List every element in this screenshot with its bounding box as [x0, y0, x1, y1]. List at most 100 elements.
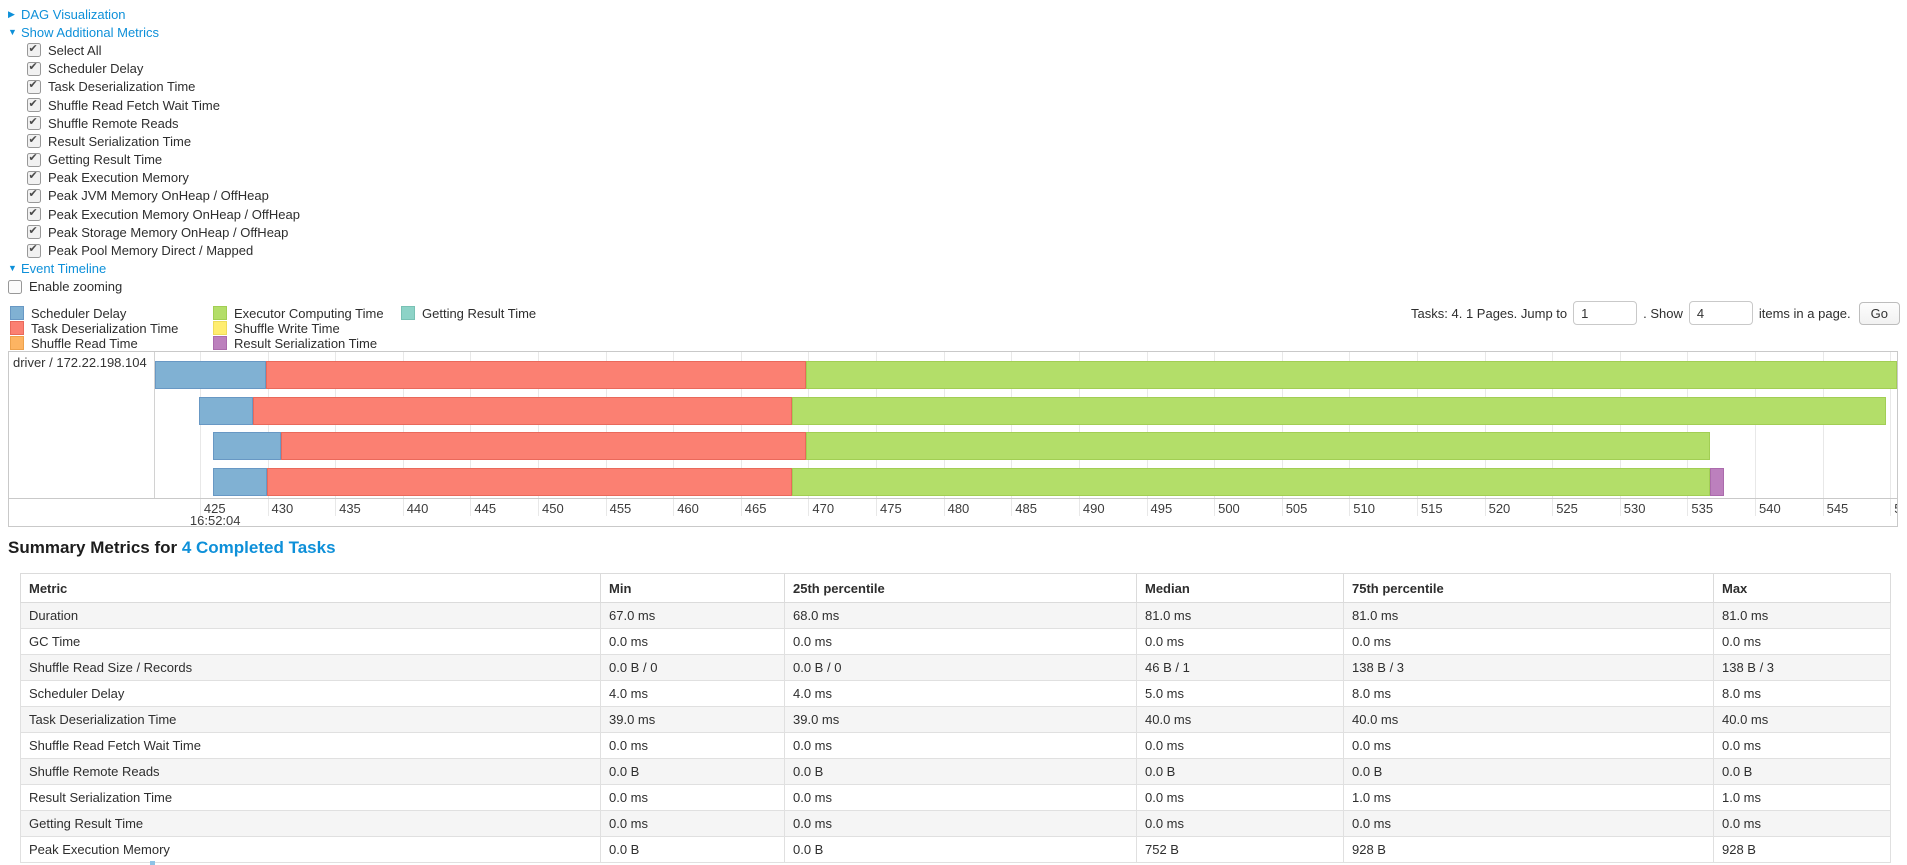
- items-in-page-text: items in a page.: [1758, 305, 1851, 321]
- completed-tasks-link[interactable]: 4 Completed Tasks: [181, 538, 336, 557]
- metric-value-cell: 752 B: [1136, 836, 1344, 863]
- axis-gridline: [1890, 352, 1892, 498]
- metric-checkbox[interactable]: [27, 151, 41, 167]
- metric-value-cell: 4.0 ms: [784, 680, 1137, 707]
- table-column-header: 25th percentile: [784, 573, 1137, 603]
- dag-visualization-toggle[interactable]: ▶ DAG Visualization: [8, 5, 300, 23]
- metric-value-cell: 0.0 ms: [600, 784, 785, 811]
- task-bar-segment-executor-computing-time[interactable]: [792, 468, 1711, 497]
- metric-checkbox[interactable]: [27, 78, 41, 94]
- task-bar-segment-scheduler-delay[interactable]: [155, 361, 267, 389]
- axis-tick-label: 425: [203, 501, 226, 516]
- metric-checkbox-row: Shuffle Read Fetch Wait Time: [8, 96, 300, 114]
- metric-name-cell: Shuffle Read Fetch Wait Time: [20, 732, 601, 759]
- axis-tick-label: 510: [1353, 501, 1375, 516]
- metric-checkbox[interactable]: [27, 133, 41, 149]
- axis-tick-label: 550: [1894, 501, 1897, 516]
- axis-tick-label: 445: [474, 501, 497, 516]
- metric-checkbox[interactable]: [27, 169, 41, 185]
- axis-tick-mark: [1552, 499, 1554, 516]
- metric-value-cell: 0.0 ms: [1343, 810, 1714, 837]
- axis-tick-mark: [1416, 499, 1418, 516]
- metric-checkbox-label: Peak Pool Memory Direct / Mapped: [48, 243, 254, 259]
- task-bar-segment-task-deserialization-time[interactable]: [281, 432, 806, 461]
- timeline-axis: 425 430 435 440 445 450 455 460 465 470 475 480 485 4…: [9, 498, 1897, 527]
- metric-value-cell: 0.0 ms: [784, 784, 1137, 811]
- metric-checkbox[interactable]: [27, 42, 41, 58]
- enable-zooming-row: Enable zooming: [8, 278, 300, 296]
- enable-zooming-checkbox[interactable]: [8, 279, 22, 294]
- metric-value-cell: 39.0 ms: [600, 706, 785, 733]
- metric-value-cell: 0.0 B / 0: [784, 654, 1137, 681]
- task-bar-segment-scheduler-delay[interactable]: [198, 396, 253, 425]
- metric-checkbox-row: Peak Execution Memory: [8, 169, 300, 187]
- metric-value-cell: 0.0 ms: [1713, 810, 1891, 837]
- metric-value-cell: 68.0 ms: [784, 602, 1137, 629]
- event-timeline-toggle[interactable]: ▼ Event Timeline: [8, 260, 300, 278]
- axis-gridline: [1146, 352, 1148, 498]
- dag-visualization-link[interactable]: DAG Visualization: [21, 6, 126, 22]
- task-bar-segment-scheduler-delay[interactable]: [213, 432, 281, 461]
- table-row: Result Serialization Time 0.0 ms 0.0 ms 0.0…: [20, 784, 1891, 811]
- metric-checkbox[interactable]: [27, 97, 41, 113]
- axis-tick-label: 520: [1488, 501, 1511, 516]
- metric-checkbox[interactable]: [27, 242, 41, 258]
- timeline-plot[interactable]: [155, 352, 1897, 498]
- axis-tick-label: 500: [1218, 501, 1240, 516]
- show-additional-metrics-toggle[interactable]: ▼ Show Additional Metrics: [8, 23, 300, 41]
- metric-value-cell: 5.0 ms: [1136, 680, 1344, 707]
- items-per-page-input[interactable]: [1688, 301, 1753, 325]
- metric-value-cell: 0.0 B: [784, 836, 1137, 863]
- legend-item-shuffle-write-time: Shuffle Write Time: [213, 321, 401, 336]
- legend-label: Executor Computing Time: [234, 305, 384, 321]
- task-bar-segment-result-serialization-time[interactable]: [1710, 468, 1724, 497]
- metric-checkbox-label: Scheduler Delay: [48, 61, 144, 77]
- expanded-arrow-icon: ▼: [8, 26, 17, 37]
- metric-checkbox-label: Select All: [48, 42, 102, 58]
- go-button[interactable]: Go: [1858, 301, 1900, 325]
- axis-gridline: [673, 352, 675, 498]
- metric-checkbox-label: Getting Result Time: [48, 152, 163, 168]
- getting-result-time-swatch: [401, 306, 415, 321]
- task-bar-segment-executor-computing-time[interactable]: [792, 396, 1887, 425]
- task-bar-segment-executor-computing-time[interactable]: [805, 361, 1897, 389]
- metric-value-cell: 0.0 ms: [1343, 628, 1714, 655]
- task-bar-segment-task-deserialization-time[interactable]: [266, 468, 793, 497]
- table-row: GC Time 0.0 ms 0.0 ms 0.0 ms 0.0 ms 0.0 ms: [20, 628, 1891, 655]
- jump-to-page-input[interactable]: [1573, 301, 1638, 325]
- metric-checkbox[interactable]: [27, 115, 41, 131]
- summary-metrics-title: Summary Metrics for 4 Completed Tasks: [8, 538, 336, 558]
- task-bar-segment-task-deserialization-time[interactable]: [266, 361, 806, 389]
- table-row: Task Deserialization Time 39.0 ms 39.0 ms 4…: [20, 706, 1891, 733]
- metric-value-cell: 928 B: [1713, 836, 1891, 863]
- metric-value-cell: 0.0 B: [784, 758, 1137, 785]
- axis-tick-mark: [1281, 499, 1283, 516]
- metric-value-cell: 39.0 ms: [784, 706, 1137, 733]
- axis-tick-label: 490: [1082, 501, 1105, 516]
- metric-checkbox[interactable]: [27, 60, 41, 76]
- event-timeline-link[interactable]: Event Timeline: [21, 261, 107, 277]
- metric-value-cell: 1.0 ms: [1713, 784, 1891, 811]
- axis-gridline: [1484, 352, 1486, 498]
- metric-checkbox[interactable]: [27, 206, 41, 222]
- axis-gridline: [335, 352, 337, 498]
- metric-checkbox[interactable]: [27, 187, 41, 203]
- show-additional-metrics-link[interactable]: Show Additional Metrics: [21, 24, 160, 40]
- table-column-header: 75th percentile: [1343, 573, 1714, 603]
- axis-tick-mark: [1890, 499, 1892, 516]
- metric-value-cell: 0.0 ms: [1343, 732, 1714, 759]
- task-bar-segment-scheduler-delay[interactable]: [213, 468, 267, 497]
- metric-value-cell: 0.0 ms: [1136, 628, 1344, 655]
- axis-tick-label: 535: [1691, 501, 1714, 516]
- table-column-header: Metric: [20, 573, 601, 603]
- task-bar-segment-executor-computing-time[interactable]: [805, 432, 1711, 461]
- axis-gridline: [1822, 352, 1824, 498]
- task-bar-segment-task-deserialization-time[interactable]: [252, 396, 793, 425]
- legend-item-task-deserialization-time: Task Deserialization Time: [10, 321, 213, 336]
- metric-checkbox-row: Peak Pool Memory Direct / Mapped: [8, 241, 300, 259]
- axis-gridline: [1214, 352, 1216, 498]
- metric-value-cell: 0.0 ms: [784, 628, 1137, 655]
- metric-value-cell: 0.0 B: [1343, 758, 1714, 785]
- metric-checkbox[interactable]: [27, 224, 41, 240]
- table-row: Shuffle Read Size / Records 0.0 B / 0 0.0 …: [20, 654, 1891, 681]
